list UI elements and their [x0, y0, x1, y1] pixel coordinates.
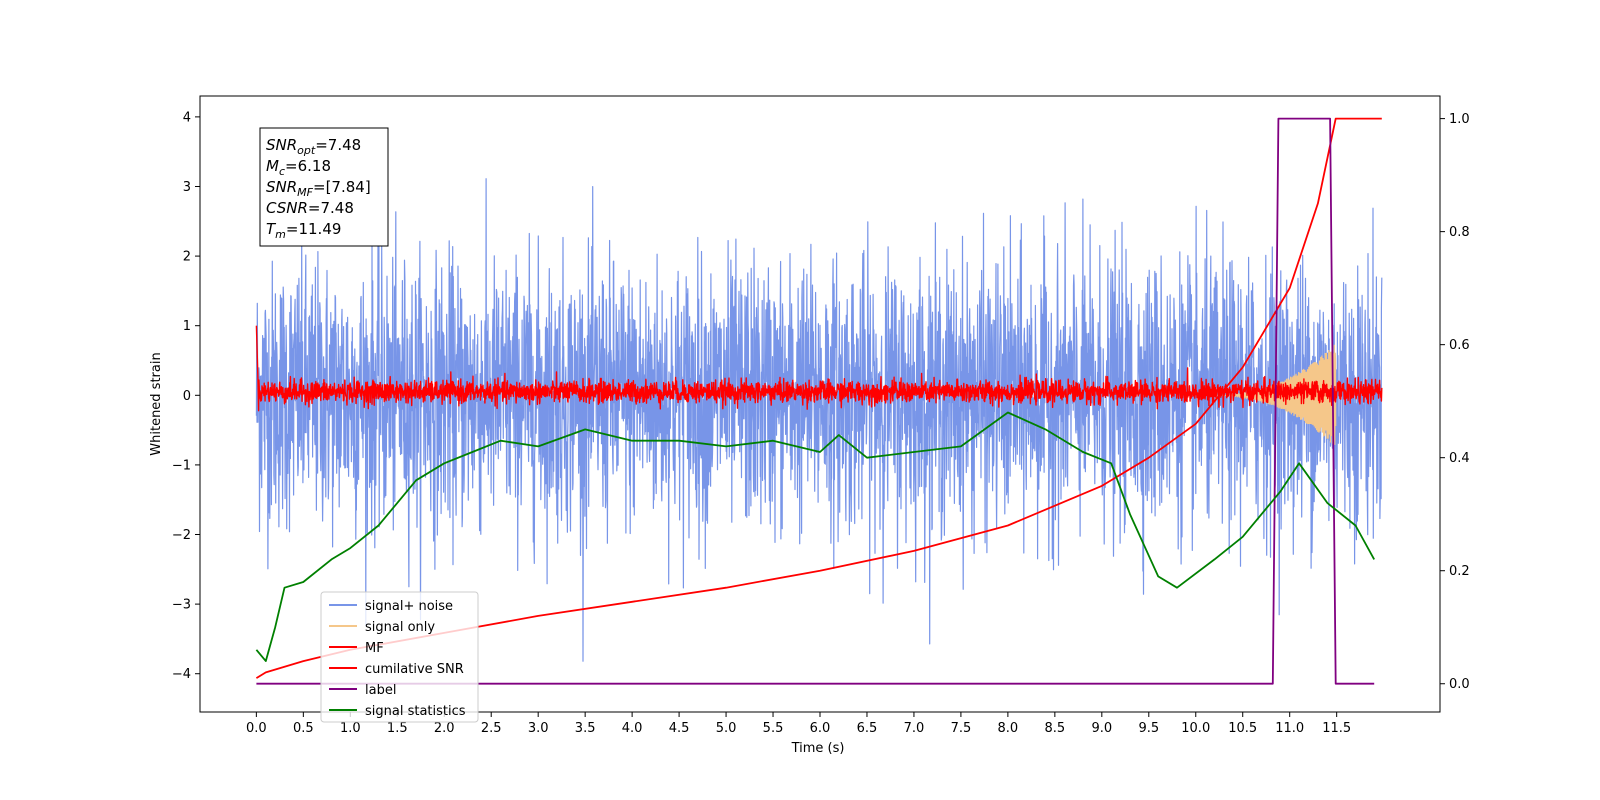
legend-label-mf: MF	[365, 641, 384, 656]
annotation-frame	[259, 127, 389, 247]
x-tick-label: 10.0	[1181, 721, 1210, 736]
y-tick-label: 0	[183, 389, 191, 404]
series-signal-noise-line	[255, 178, 1383, 662]
annotation-line: SNRMF=[7.84]	[266, 178, 371, 199]
legend-label-signal-statistics: signal statistics	[365, 704, 466, 719]
x-tick-label: 5.0	[716, 721, 737, 736]
annotation-line: Tm=11.49	[266, 220, 341, 241]
x-tick-label: 1.0	[340, 721, 361, 736]
x-tick-label: 3.0	[528, 721, 549, 736]
y-tick-label: −3	[172, 598, 191, 613]
x-tick-label: 11.0	[1275, 721, 1304, 736]
legend: signal+ noise signal only MF cumilative SNR…	[320, 591, 479, 723]
legend-label-signal-noise: signal+ noise	[365, 599, 453, 614]
y-tick-label: 4	[183, 110, 191, 125]
x-tick-label: 10.5	[1228, 721, 1257, 736]
y-tick-label: 1	[183, 319, 191, 334]
axes: 0.0 0.5 1.0 1.5 2.0 2.5 3.0 3.5 4.0 4.5 5.0 5.5 6.0 6…	[172, 110, 1470, 736]
legend-label-label: label	[365, 683, 396, 698]
x-tick-label: 8.0	[998, 721, 1019, 736]
x-tick-label: 8.5	[1045, 721, 1066, 736]
y2-tick-label: 0.8	[1449, 225, 1470, 240]
y-tick-label: 2	[183, 250, 191, 265]
x-tick-label: 1.5	[387, 721, 408, 736]
x-tick-label: 2.5	[481, 721, 502, 736]
x-tick-label: 5.5	[763, 721, 784, 736]
x-tick-label: 6.0	[810, 721, 831, 736]
x-axis-label: Time (s)	[791, 741, 845, 756]
x-tick-label: 7.0	[904, 721, 925, 736]
x-tick-label: 2.0	[434, 721, 455, 736]
x-tick-label: 0.0	[246, 721, 267, 736]
y2-tick-label: 0.0	[1449, 677, 1470, 692]
y2-tick-label: 0.6	[1449, 338, 1470, 353]
y-tick-label: −1	[172, 458, 191, 473]
series-label-line	[256, 117, 1375, 685]
x-tick-label: 11.5	[1322, 721, 1351, 736]
y2-tick-label: 0.4	[1449, 451, 1470, 466]
annotation-line: CSNR=7.48	[266, 199, 354, 217]
x-tick-label: 6.5	[857, 721, 878, 736]
y-axis-label: Whitened strain	[149, 352, 164, 455]
x-tick-label: 7.5	[951, 721, 972, 736]
series-mf-line	[255, 325, 1383, 412]
x-tick-label: 3.5	[575, 721, 596, 736]
legend-frame	[320, 591, 479, 723]
x-tick-label: 9.5	[1138, 721, 1159, 736]
x-tick-label: 4.0	[622, 721, 643, 736]
legend-label-signal-only: signal only	[365, 620, 435, 635]
series-signal-statistics-line	[255, 411, 1375, 662]
y-tick-label: −2	[172, 528, 191, 543]
x-tick-label: 9.0	[1091, 721, 1112, 736]
legend-label-cumilative-snr: cumilative SNR	[365, 662, 464, 677]
y-tick-label: −4	[172, 667, 191, 682]
x-tick-label: 4.5	[669, 721, 690, 736]
annotation-line: Mc=6.18	[266, 157, 331, 178]
x-tick-label: 0.5	[293, 721, 314, 736]
y-tick-label: 3	[183, 180, 191, 195]
y2-tick-label: 1.0	[1449, 112, 1470, 127]
y2-tick-label: 0.2	[1449, 564, 1470, 579]
annotation-line: SNRopt=7.48	[266, 136, 361, 157]
